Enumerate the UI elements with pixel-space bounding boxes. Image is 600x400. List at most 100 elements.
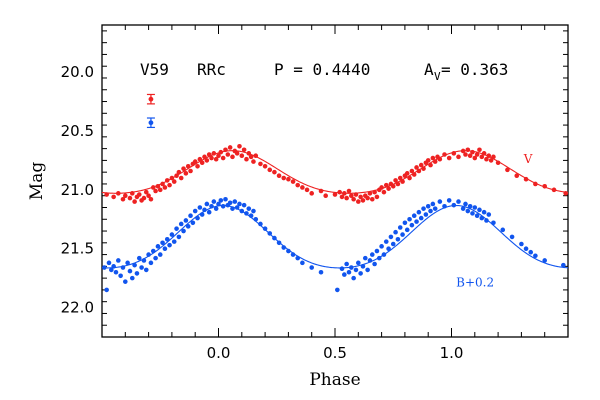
data-point-v [227, 145, 233, 150]
data-point-b [262, 226, 268, 231]
data-point-v [456, 154, 461, 160]
data-point-b [451, 202, 457, 208]
data-point-b [211, 199, 217, 204]
data-point-v [223, 147, 228, 153]
data-point-v [162, 185, 168, 190]
y-tick-label: 20.0 [61, 63, 94, 81]
data-point-b [456, 199, 461, 204]
data-point-v [488, 158, 494, 163]
data-point-v [174, 173, 179, 178]
data-point-v [197, 156, 203, 162]
data-point-b [281, 245, 287, 250]
header-amplitude-subscript: V [434, 70, 441, 83]
data-point-b [423, 212, 429, 217]
data-point-b [155, 244, 161, 249]
data-point-b [460, 206, 466, 211]
data-point-b [232, 199, 238, 204]
data-point-b [409, 222, 415, 228]
data-point-v [418, 162, 424, 168]
data-point-v [523, 176, 529, 182]
data-point-v [495, 160, 501, 166]
data-point-v [127, 195, 133, 201]
data-point-b [463, 201, 468, 207]
data-point-b [477, 207, 482, 213]
data-point-b [120, 265, 126, 270]
data-point-b [209, 204, 214, 209]
data-point-b [272, 235, 277, 241]
data-point-v [397, 175, 403, 181]
data-point-b [351, 275, 356, 281]
data-point-b [190, 220, 196, 226]
data-point-b [248, 213, 254, 219]
data-point-v [425, 158, 431, 163]
data-point-b [404, 227, 410, 233]
x-tick-labels: 0.0 0.5 1.0 [207, 344, 464, 362]
data-point-b [286, 248, 291, 254]
data-point-v [167, 182, 172, 188]
data-point-v [176, 169, 182, 175]
data-point-b [300, 260, 305, 266]
data-point-v [234, 151, 240, 156]
data-point-b [523, 246, 529, 251]
data-point-b [106, 260, 112, 266]
data-point-b [379, 244, 384, 249]
data-point-v [318, 188, 324, 194]
data-point-b [437, 199, 443, 204]
data-point-v [206, 152, 212, 157]
data-point-b [372, 261, 377, 267]
data-point-b [509, 234, 515, 240]
data-point-v [272, 169, 277, 175]
data-point-b [421, 206, 426, 211]
data-point-b [318, 269, 324, 275]
data-point-v [465, 147, 471, 153]
data-point-v [153, 188, 158, 194]
data-point-v [372, 189, 377, 195]
x-tick-label: 0.0 [207, 344, 231, 362]
y-tick-label: 22.0 [61, 299, 94, 317]
data-point-v [258, 161, 263, 167]
data-point-b [127, 268, 133, 274]
data-point-b [339, 266, 345, 272]
data-point-b [195, 215, 200, 221]
data-point-b [470, 211, 475, 216]
data-point-b [162, 246, 168, 251]
data-point-v [479, 154, 485, 160]
header-star-id: V59 [140, 60, 169, 79]
data-point-v [432, 159, 438, 164]
data-point-b [246, 206, 252, 211]
data-point-b [220, 204, 226, 209]
data-point-b [416, 209, 422, 215]
data-point-v [183, 171, 189, 176]
data-point-v [143, 189, 149, 195]
data-point-v [337, 189, 342, 195]
y-axis-title: Mag [27, 162, 47, 201]
data-point-b [467, 204, 473, 209]
x-axis-title: Phase [309, 370, 360, 390]
data-point-b [181, 228, 186, 234]
data-point-v [178, 175, 184, 181]
data-point-v [411, 172, 417, 177]
data-point-b [383, 239, 389, 244]
data-point-v [104, 192, 109, 197]
data-point-b [234, 205, 240, 210]
data-point-v [332, 192, 338, 197]
data-point-b [295, 255, 301, 261]
data-point-b [290, 252, 296, 257]
data-point-v [374, 194, 380, 200]
data-point-v [150, 185, 156, 190]
data-point-b [425, 204, 431, 209]
data-point-v [204, 158, 210, 163]
data-point-b [176, 234, 182, 240]
data-point-v [309, 191, 315, 196]
data-point-b [393, 229, 398, 235]
data-point-v [481, 151, 487, 156]
data-point-v [295, 182, 301, 188]
data-point-v [171, 179, 177, 184]
data-point-b [132, 262, 137, 268]
header-period: P = 0.4440 [274, 60, 370, 79]
data-point-v [111, 194, 116, 200]
data-point-v [244, 156, 249, 162]
data-point-b [143, 267, 149, 273]
data-point-b [164, 236, 170, 242]
data-point-v [155, 184, 161, 189]
